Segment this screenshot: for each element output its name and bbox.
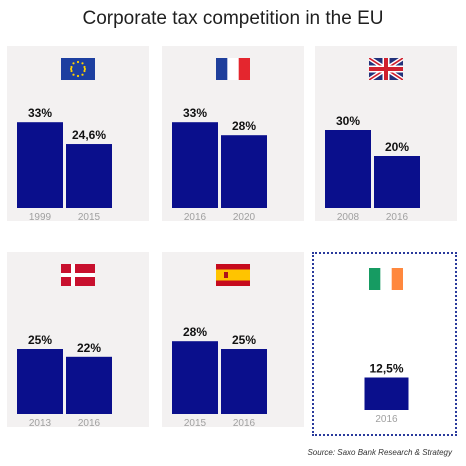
- bars-2: 30% 2008 20% 2016: [325, 114, 420, 221]
- bar: [17, 122, 63, 208]
- data-label: 12,5%: [369, 362, 403, 376]
- bars-4: 28% 2015 25% 2016: [172, 325, 267, 427]
- bar: [66, 356, 112, 414]
- data-label: 28%: [232, 119, 256, 133]
- panel-eu: 33% 1999 24,6% 2015: [7, 46, 149, 221]
- panel-uk: 30% 2008 20% 2016: [315, 46, 457, 221]
- france-flag-icon: [216, 58, 250, 80]
- data-label: 28%: [183, 325, 207, 339]
- ireland-flag-icon: [369, 268, 403, 290]
- year-label: 2020: [233, 212, 256, 221]
- bars-0: 33% 1999 24,6% 2015: [17, 106, 112, 221]
- panel-france: 33% 2016 28% 2020: [162, 46, 304, 221]
- year-label: 2015: [184, 418, 207, 427]
- year-label: 1999: [29, 212, 52, 221]
- bar: [17, 349, 63, 414]
- year-label: 2008: [337, 212, 360, 221]
- year-label: 2016: [78, 418, 101, 427]
- year-label: 2013: [29, 418, 52, 427]
- year-label: 2016: [184, 212, 207, 221]
- bar: [221, 349, 267, 414]
- bars-1: 33% 2016 28% 2020: [172, 106, 267, 221]
- panel-ireland: 12,5% 2016: [312, 252, 457, 436]
- year-label: 2016: [386, 212, 409, 221]
- bars-3: 25% 2013 22% 2016: [17, 333, 112, 427]
- data-label: 25%: [28, 333, 52, 347]
- data-label: 20%: [385, 140, 409, 154]
- bar: [172, 122, 218, 208]
- bar: [66, 144, 112, 208]
- eu-flag-icon: [61, 58, 95, 80]
- bar: [221, 135, 267, 208]
- bar: [374, 156, 420, 208]
- panel-spain: 28% 2015 25% 2016: [162, 252, 304, 427]
- data-label: 30%: [336, 114, 360, 128]
- year-label: 2015: [78, 212, 101, 221]
- year-label: 2016: [375, 414, 398, 425]
- source-note: Source: Saxo Bank Research & Strategy: [307, 448, 452, 457]
- data-label: 33%: [28, 106, 52, 120]
- chart-title: Corporate tax competition in the EU: [82, 8, 384, 29]
- data-label: 24,6%: [72, 128, 106, 142]
- bar: [172, 341, 218, 414]
- bar: [364, 377, 409, 410]
- panel-denmark: 25% 2013 22% 2016: [7, 252, 149, 427]
- bars-5: 12,5% 2016: [364, 362, 409, 425]
- data-label: 33%: [183, 106, 207, 120]
- data-label: 22%: [77, 341, 101, 355]
- uk-flag-icon: [369, 58, 403, 80]
- spain-flag-icon: [216, 264, 250, 286]
- bar: [325, 130, 371, 208]
- year-label: 2016: [233, 418, 256, 427]
- data-label: 25%: [232, 333, 256, 347]
- denmark-flag-icon: [61, 264, 95, 286]
